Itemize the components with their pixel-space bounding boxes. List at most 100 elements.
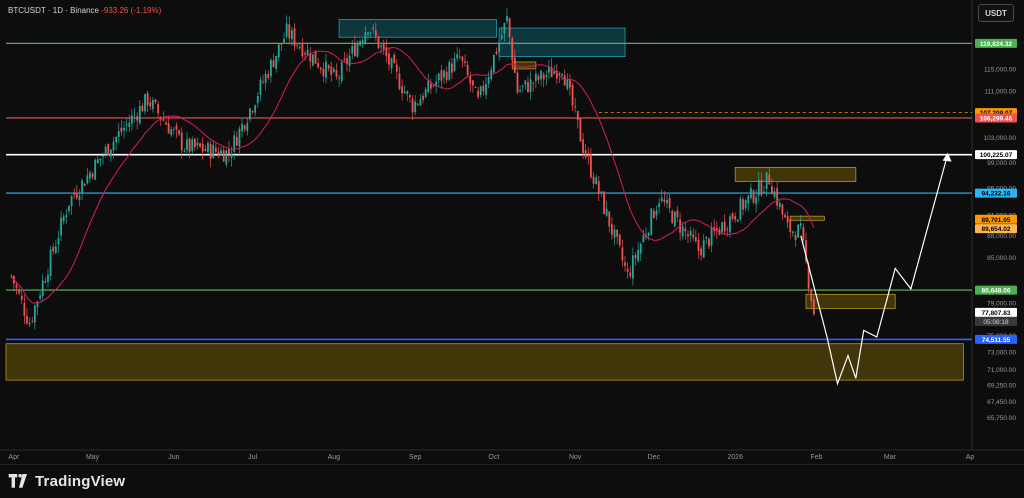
candle-body bbox=[393, 54, 396, 64]
candle-body bbox=[275, 55, 278, 69]
candle-body bbox=[133, 115, 136, 117]
candle-body bbox=[196, 142, 199, 146]
candle-body bbox=[414, 101, 417, 113]
candle bbox=[306, 42, 309, 57]
candle-body bbox=[687, 234, 689, 237]
price-label[interactable]: 94,232.16 bbox=[975, 188, 1017, 198]
candle bbox=[618, 233, 621, 248]
candle-body bbox=[726, 229, 729, 230]
currency-button[interactable]: USDT bbox=[978, 4, 1014, 22]
candle bbox=[492, 54, 495, 75]
candle-body bbox=[293, 28, 296, 46]
candle-body bbox=[516, 72, 519, 93]
candle-body bbox=[500, 34, 503, 39]
candle bbox=[291, 26, 293, 46]
candle bbox=[330, 61, 333, 82]
candle bbox=[590, 147, 592, 180]
candle-body bbox=[272, 60, 275, 68]
symbol-title[interactable]: BTCUSDT · 1D · Binance bbox=[8, 6, 99, 15]
candle bbox=[388, 47, 390, 71]
y-tick-label: 99,000.00 bbox=[987, 160, 1016, 167]
candle-body bbox=[705, 236, 708, 239]
candle-body bbox=[322, 68, 325, 77]
candle bbox=[280, 43, 283, 52]
candle bbox=[563, 69, 566, 86]
candle bbox=[453, 52, 456, 73]
candle-body bbox=[700, 248, 702, 256]
candle-body bbox=[314, 50, 317, 64]
candle-body bbox=[715, 227, 718, 231]
candle-body bbox=[495, 51, 498, 54]
candle-body bbox=[96, 159, 99, 163]
footer-bar: TradingView bbox=[0, 464, 1024, 498]
price-label[interactable]: 89,654.02 bbox=[975, 224, 1017, 234]
price-label[interactable]: 77,807.83 bbox=[975, 307, 1017, 317]
candle-body bbox=[304, 53, 306, 55]
projection-path[interactable] bbox=[800, 154, 949, 386]
candle-body bbox=[288, 24, 291, 39]
candle bbox=[398, 66, 401, 91]
candle-body bbox=[448, 61, 451, 80]
candle-body bbox=[112, 141, 115, 151]
candle bbox=[49, 245, 52, 281]
price-label[interactable]: 89,701.05 bbox=[975, 214, 1017, 224]
candle bbox=[170, 126, 173, 138]
candle-body bbox=[78, 195, 81, 201]
candle bbox=[52, 243, 55, 255]
candle-body bbox=[62, 216, 65, 222]
candle bbox=[658, 198, 661, 214]
candle bbox=[524, 80, 527, 90]
candle-body bbox=[380, 45, 382, 48]
candle bbox=[534, 70, 537, 89]
candle-body bbox=[503, 23, 506, 34]
candle bbox=[193, 137, 196, 151]
x-tick-label: Ap bbox=[966, 454, 975, 461]
candle bbox=[311, 54, 314, 67]
x-tick-label: Dec bbox=[648, 454, 661, 461]
candle-body bbox=[532, 82, 535, 84]
candle bbox=[256, 92, 259, 108]
symbol-info: BTCUSDT · 1D · Binance -933.26 (-1.19%) bbox=[8, 6, 161, 15]
order-block-jan[interactable] bbox=[734, 166, 857, 182]
candle bbox=[684, 222, 687, 240]
candle-body bbox=[162, 119, 165, 121]
candle bbox=[131, 109, 133, 131]
price-chart[interactable]: Apr May Jun Jul Aug Sep Oct Nov Dec 2026 Feb Mar Ap 1… bbox=[0, 0, 1024, 464]
candle bbox=[317, 57, 320, 69]
price-label-box bbox=[975, 224, 1017, 234]
candle-body bbox=[388, 53, 390, 65]
candle bbox=[222, 146, 225, 162]
order-block-feb[interactable] bbox=[805, 293, 896, 309]
candle bbox=[146, 90, 149, 112]
candle-body bbox=[789, 219, 792, 233]
candle bbox=[283, 32, 285, 44]
price-label[interactable]: 100,225.07 bbox=[975, 150, 1017, 160]
supply-zone-oct[interactable] bbox=[498, 27, 626, 57]
candle bbox=[78, 189, 81, 207]
candle-body bbox=[330, 66, 333, 75]
order-block-jan2[interactable] bbox=[789, 215, 825, 221]
demand-zone-low[interactable] bbox=[5, 343, 964, 381]
price-label[interactable]: 74,511.55 bbox=[975, 334, 1017, 344]
price-label[interactable]: 80,648.06 bbox=[975, 285, 1017, 295]
candle bbox=[587, 147, 590, 165]
candle bbox=[201, 137, 204, 160]
candle-body bbox=[44, 281, 47, 283]
candle bbox=[241, 117, 243, 138]
candle bbox=[110, 149, 112, 162]
candle-body bbox=[474, 87, 477, 89]
candle-body bbox=[31, 320, 34, 322]
candle-body bbox=[555, 70, 558, 79]
price-label[interactable]: 106,299.46 bbox=[975, 113, 1017, 123]
candle-body bbox=[464, 61, 466, 63]
candle bbox=[760, 172, 763, 197]
candle bbox=[123, 121, 125, 139]
candle bbox=[771, 178, 773, 195]
supply-zone-jul[interactable] bbox=[338, 19, 497, 38]
tradingview-brand[interactable]: TradingView bbox=[8, 473, 125, 490]
candle bbox=[471, 80, 474, 93]
candle bbox=[356, 40, 359, 58]
price-label[interactable]: 119,824.32 bbox=[975, 38, 1017, 48]
candle-body bbox=[597, 181, 600, 194]
